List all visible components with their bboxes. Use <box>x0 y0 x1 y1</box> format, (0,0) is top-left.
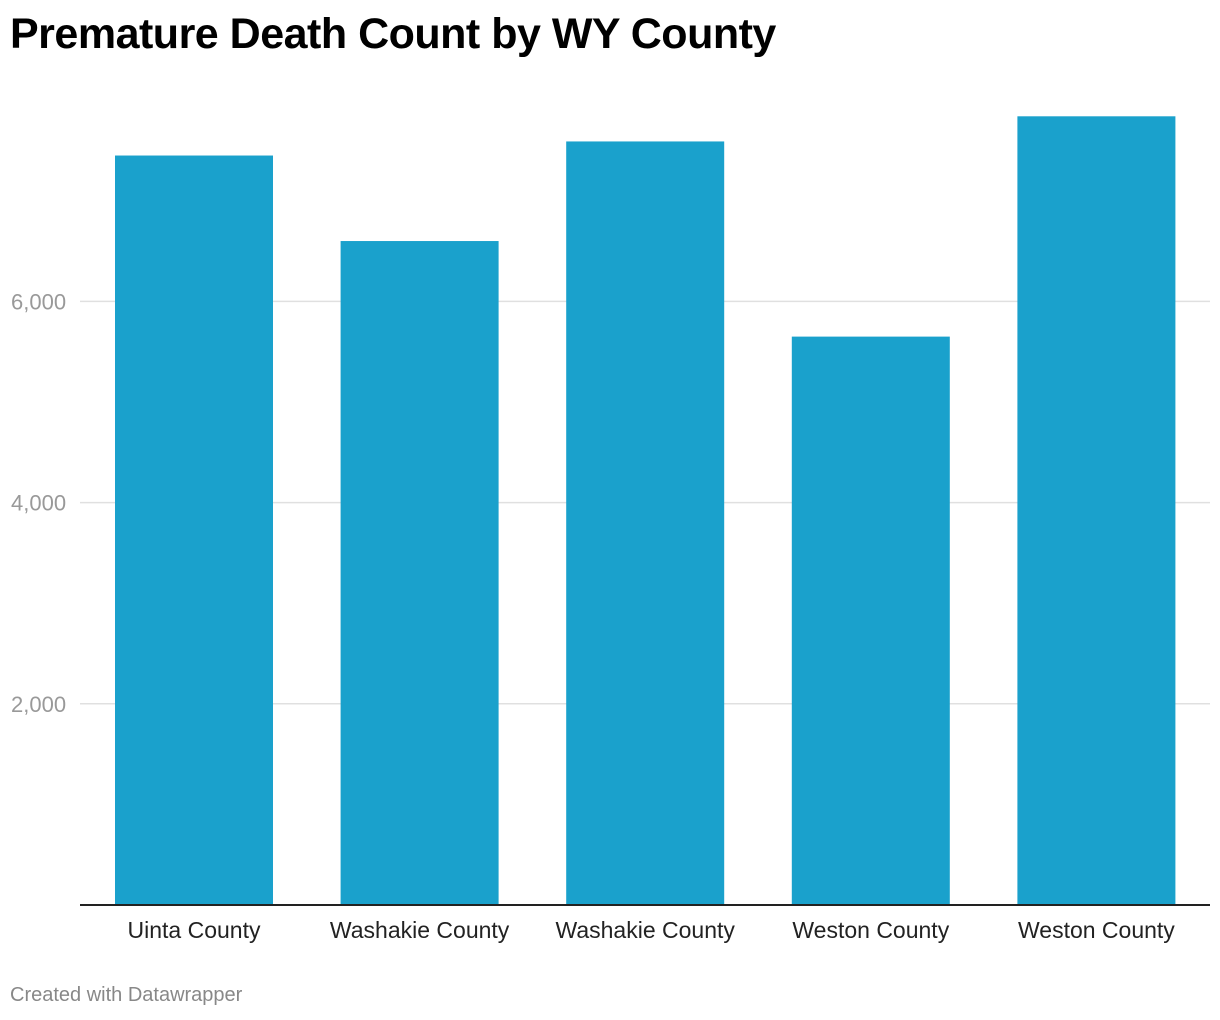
bars <box>115 116 1176 906</box>
x-category-label: Washakie County <box>330 917 510 943</box>
bar <box>340 241 499 906</box>
footer-credit: Created with Datawrapper <box>10 984 243 1006</box>
x-category-label: Uinta County <box>128 917 261 943</box>
x-category-labels: Uinta County Washakie County Washakie Coun… <box>128 917 1176 943</box>
bar <box>791 336 950 905</box>
bar-chart: 2,000 4,000 6,000 Uinta County Washakie Cou… <box>11 116 1210 943</box>
bar <box>115 155 273 905</box>
y-tick-label: 2,000 <box>11 692 66 717</box>
x-category-label: Weston County <box>792 917 949 943</box>
x-category-label: Weston County <box>1018 917 1175 943</box>
bar <box>1017 116 1176 905</box>
y-tick-labels: 2,000 4,000 6,000 <box>11 289 66 716</box>
y-tick-label: 4,000 <box>11 491 66 516</box>
y-tick-label: 6,000 <box>11 289 66 314</box>
bar <box>566 141 725 906</box>
chart-title: Premature Death Count by WY County <box>10 10 776 58</box>
x-category-label: Washakie County <box>555 917 735 943</box>
